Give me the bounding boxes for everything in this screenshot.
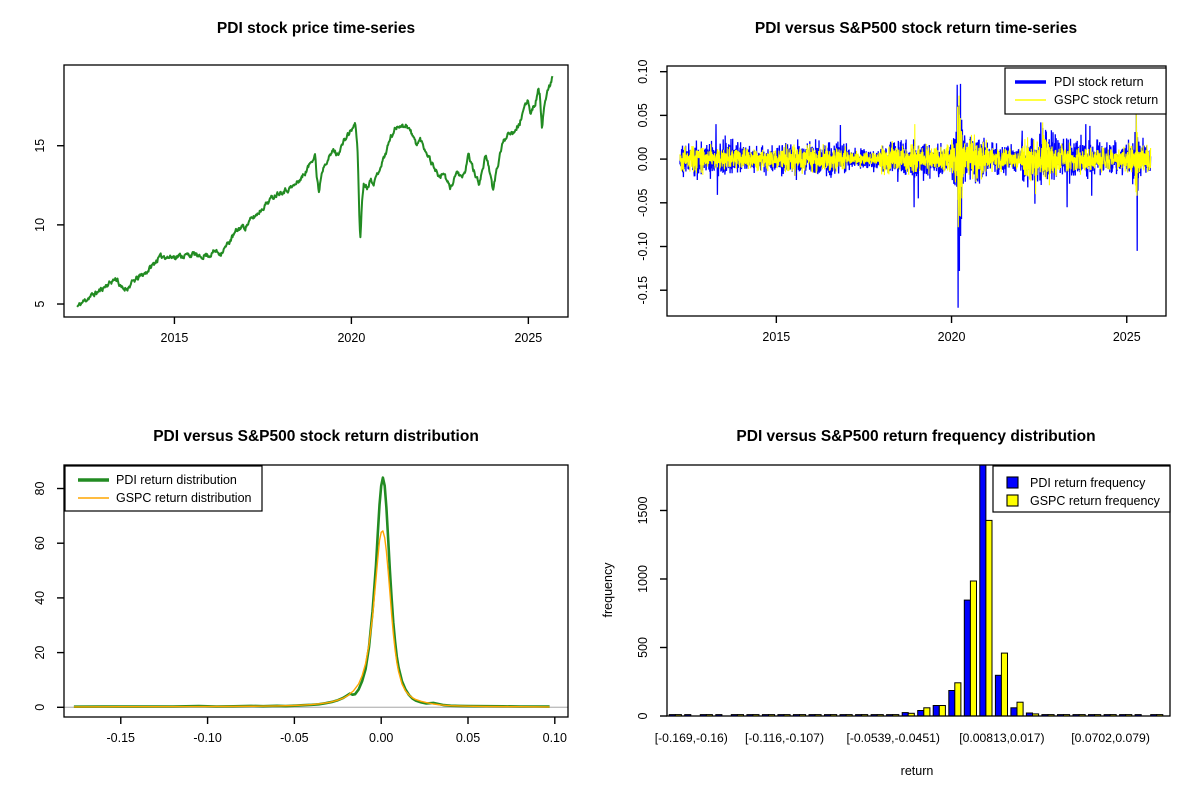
hist-bar (954, 682, 962, 717)
density-legend-label-gspc: GSPC return distribution (116, 491, 252, 505)
histogram-axes: [-0.169,-0.16) [-0.116,-0.107) [-0.0539,-0… (636, 497, 1150, 745)
y-tick-label: -0.10 (636, 232, 650, 261)
returns-line-group (679, 83, 1152, 308)
x-tick-label: 2015 (762, 330, 790, 344)
bin-label: [-0.116,-0.107) (745, 731, 824, 745)
hist-bar (938, 705, 946, 717)
panel-returns-title: PDI versus S&P500 stock return time-seri… (755, 20, 1077, 37)
legend-swatch-gspc-frequency-icon (1006, 494, 1019, 507)
hist-bar (1010, 707, 1018, 717)
x-tick-label: 0.00 (369, 731, 393, 745)
y-tick-label: 0.05 (636, 103, 650, 127)
hist-bar (923, 707, 931, 717)
x-tick-label: -0.05 (280, 731, 309, 745)
legend-swatch-pdi-frequency-icon (1006, 476, 1019, 489)
panel-density-title: PDI versus S&P500 stock return distribut… (153, 428, 479, 445)
x-tick-label: -0.15 (107, 731, 136, 745)
price-plot-box (63, 64, 569, 318)
density-curves-group (64, 476, 568, 708)
pdi-return-distribution-curve (73, 476, 550, 708)
hist-bar (985, 519, 993, 717)
y-tick-label: 500 (636, 637, 650, 658)
hist-bar (932, 705, 940, 717)
hist-bar (994, 674, 1002, 717)
panel-return-density: PDI versus S&P500 stock return distribut… (33, 428, 569, 745)
returns-plot-box (666, 65, 1167, 317)
y-tick-label: 1500 (636, 497, 650, 525)
panel-return-histogram: PDI versus S&P500 return frequency distr… (601, 428, 1171, 778)
histogram-legend-box (992, 465, 1171, 513)
panel-price-timeseries: PDI stock price time-series 2015 2020 2025… (33, 20, 569, 345)
histogram-xaxis-title: return (901, 764, 934, 778)
x-tick-label: 2025 (514, 331, 542, 345)
hist-bar (948, 690, 956, 717)
histogram-plot-box (666, 464, 1171, 717)
x-tick-label: 0.10 (543, 731, 567, 745)
y-tick-label: 5 (33, 300, 47, 307)
x-tick-label: 0.05 (456, 731, 480, 745)
hist-bar (963, 599, 971, 717)
hist-bar (1016, 701, 1024, 717)
y-tick-label: 15 (33, 139, 47, 153)
y-tick-label: 0.10 (636, 59, 650, 83)
panel-return-timeseries: PDI versus S&P500 stock return time-seri… (636, 20, 1167, 344)
bin-label: [-0.0539,-0.0451) (846, 731, 940, 745)
returns-legend-label-gspc: GSPC stock return (1054, 93, 1158, 107)
hist-bar (969, 580, 977, 717)
y-tick-label: 0 (636, 712, 650, 719)
hist-bar (1000, 652, 1008, 717)
bin-label: [0.00813,0.017) (959, 731, 1044, 745)
returns-legend: PDI stock return GSPC stock return (1004, 67, 1167, 115)
y-tick-label: 0 (33, 704, 47, 711)
density-axes: -0.15 -0.10 -0.05 0.00 0.05 0.10 0 20 40 60 80 (33, 482, 567, 745)
y-tick-label: 20 (33, 646, 47, 660)
x-tick-label: 2020 (337, 331, 365, 345)
density-legend: PDI return distribution GSPC return dist… (64, 465, 263, 512)
price-line-group (76, 75, 554, 308)
y-tick-label: 60 (33, 536, 47, 550)
y-tick-label: 40 (33, 591, 47, 605)
density-legend-label-pdi: PDI return distribution (116, 473, 237, 487)
pdi-stock-return-line (679, 83, 1152, 308)
y-tick-label: 10 (33, 218, 47, 232)
pdi-price-line (76, 75, 554, 308)
returns-axes: 2015 2020 2025 -0.15 -0.10 -0.05 0.00 0.05 0.10 (636, 59, 1141, 344)
y-tick-label: -0.15 (636, 276, 650, 305)
x-tick-label: 2025 (1113, 330, 1141, 344)
panel-price-title: PDI stock price time-series (217, 20, 415, 37)
histogram-yaxis-title: frequency (601, 562, 615, 618)
histogram-legend-label-pdi: PDI return frequency (1030, 476, 1146, 490)
y-tick-label: -0.05 (636, 189, 650, 218)
gspc-return-distribution-curve (73, 530, 550, 708)
returns-legend-box (1004, 67, 1167, 115)
hist-bar (979, 464, 987, 717)
y-tick-label: 1000 (636, 565, 650, 593)
hist-bar (917, 710, 925, 717)
returns-legend-label-pdi: PDI stock return (1054, 75, 1144, 89)
bin-label: [-0.169,-0.16) (655, 731, 728, 745)
x-tick-label: 2020 (938, 330, 966, 344)
x-tick-label: 2015 (161, 331, 189, 345)
y-tick-label: 80 (33, 482, 47, 496)
panel-histogram-title: PDI versus S&P500 return frequency distr… (736, 428, 1095, 445)
density-legend-box (64, 465, 263, 512)
density-plot-box (63, 464, 569, 718)
histogram-legend: PDI return frequency GSPC return frequen… (992, 465, 1171, 513)
x-tick-label: -0.10 (193, 731, 222, 745)
bin-label: [0.0702,0.079) (1071, 731, 1150, 745)
y-tick-label: 0.00 (636, 147, 650, 171)
histogram-legend-label-gspc: GSPC return frequency (1030, 494, 1161, 508)
price-axes: 2015 2020 2025 5 10 15 (33, 139, 542, 345)
gspc-stock-return-line (679, 95, 1152, 228)
